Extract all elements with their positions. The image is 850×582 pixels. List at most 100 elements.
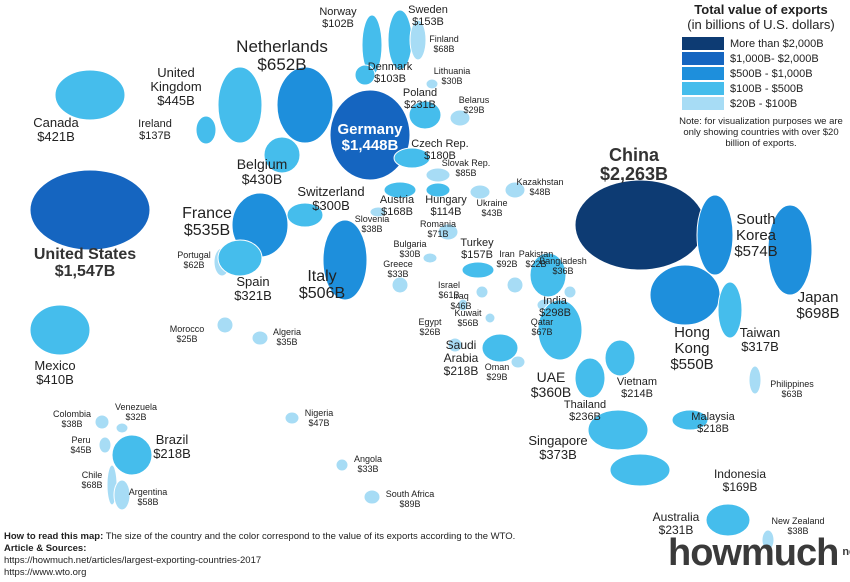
country-name: Malaysia [691,411,735,423]
country-label: Ireland $137B [138,118,172,143]
country-value: $180B [424,149,456,162]
country-shape [484,312,496,324]
country-value: $71B [427,228,449,239]
country-shape [408,100,442,130]
country-shape [329,89,411,181]
country-name: Hungary [425,194,467,206]
legend-subtitle: (in billions of U.S. dollars) [687,17,835,32]
country-name: Bulgaria [393,239,427,249]
country-label: Lithuania $30B [433,66,471,86]
legend-item: $100B - $500B [682,81,846,96]
country-label: Taiwan $317B [740,325,780,355]
legend-label: $100B - $500B [730,82,804,95]
country-value: $35B [276,336,298,347]
country-label: Belarus $29B [459,95,490,115]
country-name: Italy [307,268,337,285]
country-shape [284,411,300,425]
country-name: Thailand [563,399,607,411]
country-name: Slovenia [354,214,390,224]
legend-swatch [682,97,724,110]
country-label: South Africa $89B [386,489,435,509]
country-name: Pakistan [518,249,554,259]
country-name: Angola [353,454,383,464]
country-value: $62B [183,259,205,270]
country-label: Oman $29B [485,362,510,382]
country-name: Greece [383,259,413,269]
country-shape [574,357,606,399]
country-label: Netherlands $652B [236,37,328,75]
country-shape [671,409,709,431]
country-name: Spain [236,274,270,289]
country-name: Japan [797,289,839,306]
country-shape [251,330,269,346]
legend-swatch [682,67,724,80]
legend-item: $20B - $100B [682,96,846,111]
legend-label: $1,000B- $2,000B [730,52,819,65]
how-to-read-label: How to read this map: [4,531,104,542]
country-value: $445B [157,93,195,109]
country-name: Peru [71,435,91,445]
country-shape [425,167,451,183]
country-value: $46B [450,300,472,311]
country-name: Turkey [460,237,494,249]
country-name: United States [33,246,137,263]
country-label: Indonesia $169B [714,468,766,494]
legend-swatch [682,52,724,65]
country-shape [425,182,451,198]
country-name: New Zealand [771,516,825,526]
country-value: $30B [441,75,463,86]
country-value: $114B [430,205,462,218]
country-name: Germany [337,121,403,138]
country-label: Vietnam $214B [617,376,657,401]
country-value: $430B [241,171,283,188]
country-name: Iraq [453,291,469,301]
country-name: Lithuania [433,66,471,76]
country-value: $236B [569,410,601,423]
country-label: Japan $698B [796,289,840,323]
legend-item: More than $2,000B [682,36,846,51]
country-label: Spain $321B [234,274,272,303]
source-link[interactable]: https://www.wto.org [4,566,87,578]
country-value: $85B [455,167,477,178]
country-label: Switzerland $300B [297,184,364,213]
country-value: $43B [481,207,503,218]
country-label: Romania $71B [419,219,457,239]
country-value: $218B [153,446,191,462]
logo-text[interactable]: howmuch [668,532,839,574]
country-shape [354,64,376,86]
country-name: Sweden [408,4,448,16]
country-shape [696,194,734,276]
country-value: $48B [529,186,551,197]
country-label: Finland $68B [429,34,459,54]
country-value: $535B [183,222,231,240]
country-label: France $535B [182,205,232,240]
country-shape [393,147,431,169]
country-name: Algeria [272,327,302,337]
country-value: $157B [461,248,493,261]
country-value: $89B [399,498,421,509]
country-name: Argentina [128,487,168,497]
country-label: United Kingdom $445B [136,65,216,109]
country-shape [563,285,577,299]
country-label: Egypt $26B [418,317,441,337]
country-value: $698B [796,305,840,323]
country-value: $317B [741,339,779,355]
legend-swatch [682,37,724,50]
country-name: Romania [419,219,457,229]
legend-swatch [682,82,724,95]
logo-suffix[interactable]: net [842,546,850,558]
country-value: $33B [387,268,409,279]
country-label: Nigeria $47B [305,408,334,428]
country-name: Denmark [367,61,413,73]
country-label: China $2,263B [600,145,668,185]
country-name: United Kingdom [150,65,202,95]
country-name: Austria [379,194,415,206]
country-name: UAE [536,369,566,385]
country-label: Qatar $67B [531,317,554,337]
source-link[interactable]: https://howmuch.net/articles/largest-exp… [4,554,262,566]
logo[interactable]: howmuchnet [668,532,850,575]
legend: Total value of exports (in billions of U… [676,2,846,150]
country-label: Austria $168B [379,194,415,219]
country-shape [574,179,706,271]
